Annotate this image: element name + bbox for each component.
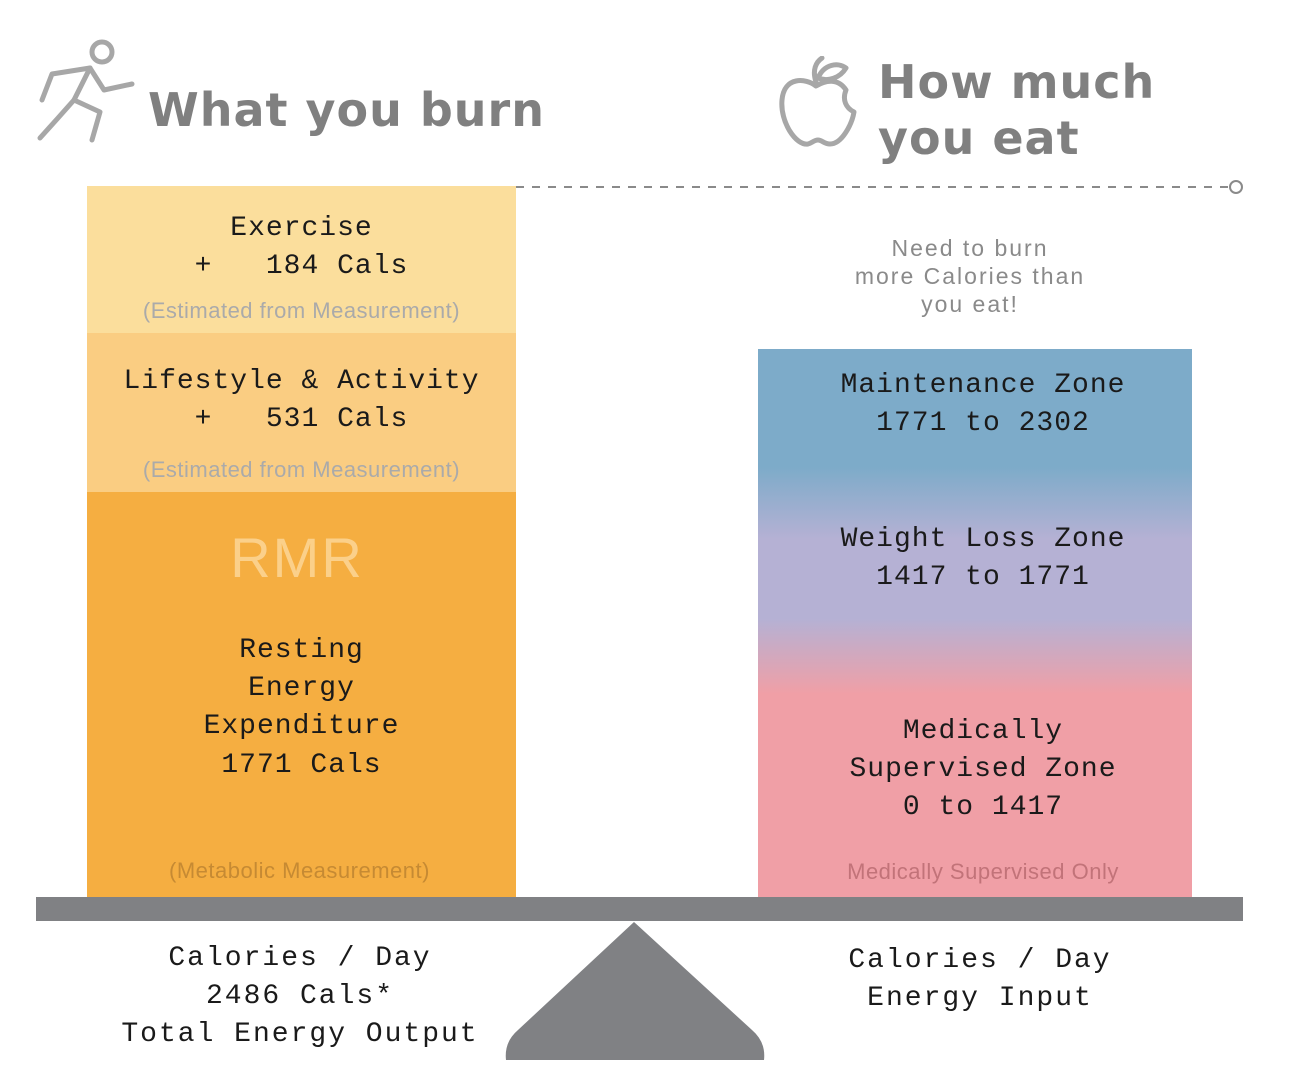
maintenance-zone-range: 1771 to 2302 xyxy=(876,408,1090,439)
lifestyle-title: Lifestyle & Activity xyxy=(123,366,480,397)
medical-zone-range: 0 to 1417 xyxy=(902,792,1064,823)
rmr-line2: Energy xyxy=(248,673,355,704)
rmr-label: RMR xyxy=(230,526,364,589)
rmr-block: RMR Resting Energy Expenditure 1771 Cals… xyxy=(87,492,516,898)
medical-zone-note: Medically Supervised Only xyxy=(847,859,1119,884)
input-label-line1: Calories / Day xyxy=(848,945,1112,976)
burn-message-line3: you eat! xyxy=(921,291,1019,317)
zones-block: Maintenance Zone 1771 to 2302 Weight Los… xyxy=(758,349,1192,898)
right-heading-line2: you eat xyxy=(878,111,1080,165)
output-label-line2: 2486 Cals* xyxy=(205,981,395,1012)
running-person-icon xyxy=(37,39,135,143)
exercise-block: Exercise + 184 Cals (Estimated from Meas… xyxy=(87,186,516,333)
right-heading-line1: How much xyxy=(878,55,1156,109)
burn-message-line1: Need to burn xyxy=(891,235,1049,261)
input-label-line2: Energy Input xyxy=(867,983,1093,1014)
exercise-value: + 184 Cals xyxy=(194,251,409,282)
burn-message-line2: more Calories than xyxy=(854,263,1086,289)
scale-beam xyxy=(36,897,1243,921)
rmr-line1: Resting xyxy=(239,635,364,666)
medical-zone-line1: Medically xyxy=(902,716,1064,747)
output-label-line3: Total Energy Output xyxy=(121,1019,479,1050)
exercise-note: (Estimated from Measurement) xyxy=(142,298,461,323)
rmr-note: (Metabolic Measurement) xyxy=(169,858,430,883)
lifestyle-note: (Estimated from Measurement) xyxy=(142,457,461,482)
lifestyle-value: + 531 Cals xyxy=(194,404,409,435)
scale-fulcrum xyxy=(505,922,765,1060)
output-label-line1: Calories / Day xyxy=(168,943,432,974)
exercise-title: Exercise xyxy=(230,213,373,244)
rmr-line4: 1771 Cals xyxy=(221,750,382,781)
weight-loss-zone-title: Weight Loss Zone xyxy=(840,524,1126,555)
medical-zone-line2: Supervised Zone xyxy=(849,754,1117,785)
apple-icon xyxy=(779,56,857,147)
maintenance-zone-title: Maintenance Zone xyxy=(840,370,1126,401)
lifestyle-block: Lifestyle & Activity + 531 Cals (Estimat… xyxy=(87,333,516,492)
weight-loss-zone-range: 1417 to 1771 xyxy=(876,562,1090,593)
rmr-line3: Expenditure xyxy=(203,711,400,742)
dashed-level-line xyxy=(516,180,1243,194)
left-heading: What you burn xyxy=(148,83,545,137)
